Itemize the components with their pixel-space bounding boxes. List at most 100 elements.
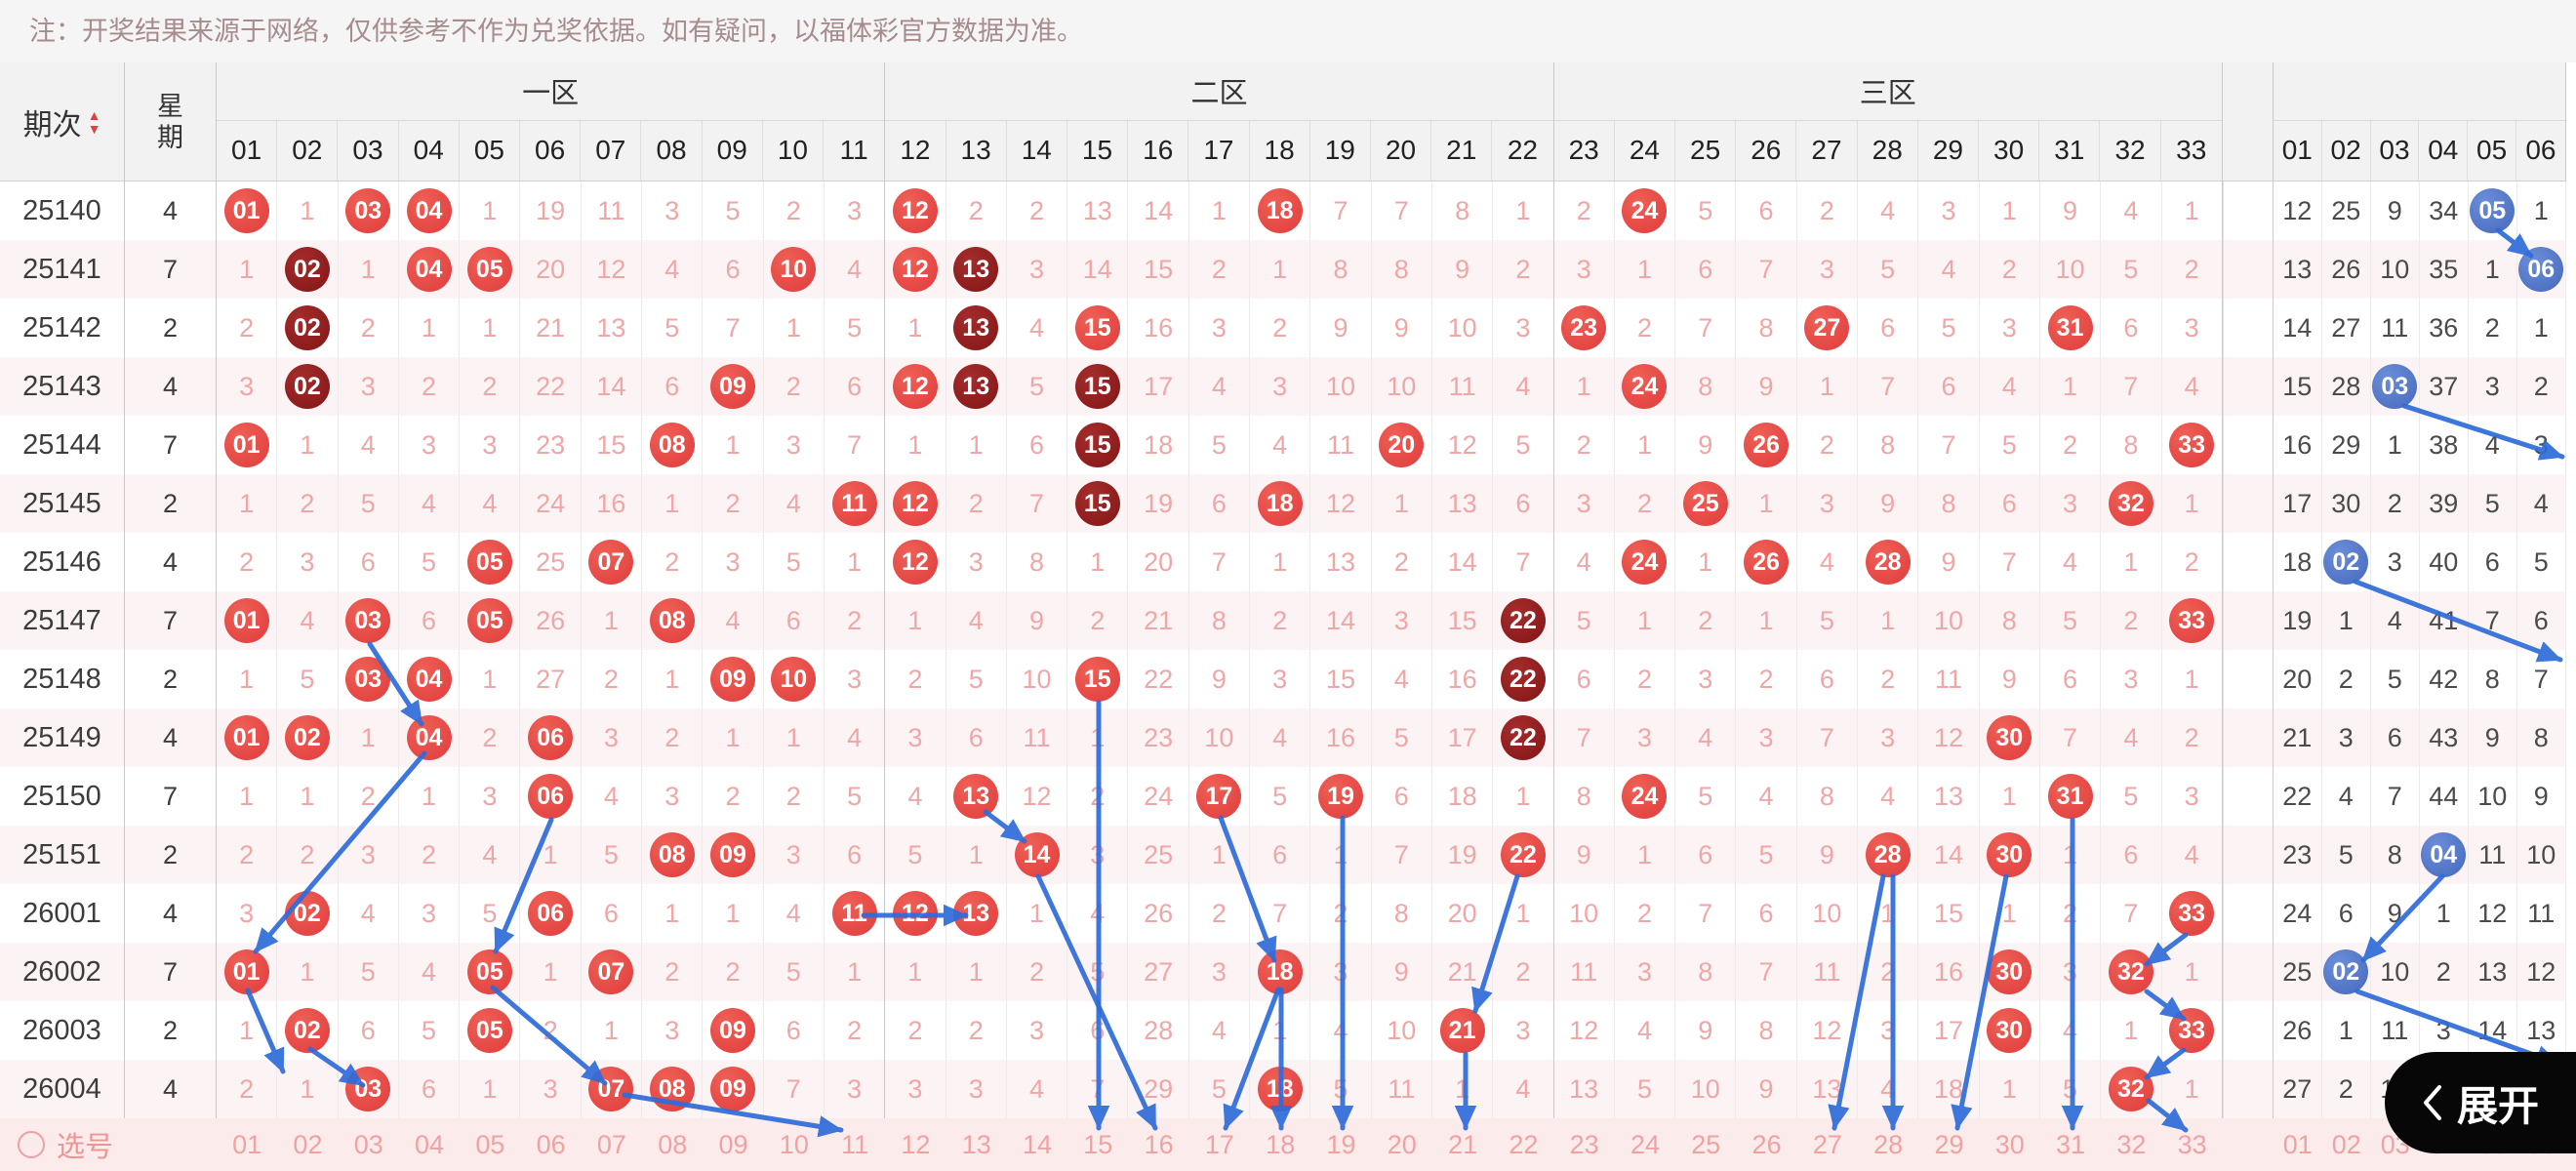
trend-cell: 3 [2040,943,2102,1001]
miss-count: 2 [482,371,498,401]
miss-count: 7 [1941,429,1956,460]
trend-cell: 43 [2420,708,2469,767]
select-number-05[interactable]: 05 [475,1129,505,1159]
trend-cell: 7 [1736,240,1797,299]
ball-05: 05 [466,540,512,585]
miss-count: 6 [1758,195,1774,225]
select-number-28[interactable]: 28 [1873,1129,1904,1159]
trend-cell: 5 [2040,591,2102,650]
select-number-10[interactable]: 10 [779,1129,809,1159]
select-number-24[interactable]: 24 [1630,1129,1660,1159]
trend-cell: 3 [460,767,521,826]
sort-icons[interactable]: ▲ ▼ [88,108,101,136]
trend-cell: 07 [582,533,643,591]
select-number-09[interactable]: 09 [718,1129,748,1159]
trend-cell: 9 [1554,826,1615,884]
select-number-06[interactable]: 06 [536,1129,566,1159]
trend-cell: 1 [217,767,278,826]
miss-count: 9 [1028,605,1045,635]
select-row-left[interactable]: 选号 [0,1118,217,1171]
miss-count: 5 [847,312,863,343]
select-numbers: 01 02 03 04 05 06 07 08 09 10 11 12 13 14 15 16 17 18 19 20… [217,1118,2576,1171]
zone-number-headers: 12 13 14 15 16 17 18 19 20 21 22 [885,120,1552,181]
miss-count: 2 [1819,429,1834,460]
trend-cell: 1 [1007,884,1068,943]
miss-count: 8 [1393,898,1409,928]
trend-cell: 7 [2101,357,2162,416]
trend-cell: 3 [2322,708,2371,767]
select-number-31[interactable]: 31 [2056,1129,2086,1159]
miss-count: 3 [664,1015,680,1045]
trend-cell: 3 [642,767,704,826]
select-number-33[interactable]: 33 [2177,1129,2207,1159]
select-number-14[interactable]: 14 [1022,1129,1053,1159]
miss-count: 1 [1333,839,1348,869]
select-number-25[interactable]: 25 [1691,1129,1721,1159]
miss-count: 1 [968,839,984,869]
miss-count: 3 [239,898,255,928]
ball-13: 13 [953,891,999,936]
select-number-18[interactable]: 18 [1266,1129,1296,1159]
trend-cell: 8 [2517,708,2566,767]
trend-cell: 5 [2371,650,2420,708]
ball-20: 20 [1379,423,1425,467]
select-number-12[interactable]: 12 [901,1129,931,1159]
miss-count: 8 [1333,254,1348,284]
select-number-32[interactable]: 32 [2116,1129,2147,1159]
trend-cell: 9 [1310,299,1372,357]
miss-count: 2 [664,956,680,987]
select-number-22[interactable]: 22 [1509,1129,1539,1159]
select-number-17[interactable]: 17 [1204,1129,1234,1159]
miss-count: 3 [968,1073,984,1104]
period-cell: 25147 [0,591,125,650]
select-number-04[interactable]: 04 [415,1129,445,1159]
select-radio-icon[interactable] [18,1131,45,1158]
select-label[interactable]: 选号 [57,1132,114,1163]
expand-button[interactable]: 展开 [2385,1052,2576,1153]
select-number-13[interactable]: 13 [961,1129,991,1159]
select-blue-number-02[interactable]: 02 [2331,1129,2361,1159]
trend-cell: 6 [1736,182,1797,240]
ball-26: 26 [1744,423,1790,467]
miss-count: 4 [1028,1073,1045,1104]
trend-cell: 3 [885,1060,946,1118]
select-number-03[interactable]: 03 [353,1129,383,1159]
ball-03: 03 [345,1067,391,1111]
select-number-26[interactable]: 26 [1751,1129,1782,1159]
select-number-27[interactable]: 27 [1812,1129,1842,1159]
select-number-16[interactable]: 16 [1144,1129,1174,1159]
miss-count: 6 [422,605,437,635]
sort-asc-icon[interactable]: ▲ [87,106,101,123]
sort-desc-icon[interactable]: ▼ [87,120,101,137]
miss-count: 3 [2484,371,2500,401]
select-number-08[interactable]: 08 [658,1129,688,1159]
select-blue-number-01[interactable]: 01 [2282,1129,2313,1159]
trend-cell: 7 [2517,650,2566,708]
select-number-20[interactable]: 20 [1387,1129,1417,1159]
trend-cell: 3 [399,884,461,943]
miss-count: 6 [1880,312,1896,343]
select-number-19[interactable]: 19 [1326,1129,1356,1159]
trend-cell: 2 [885,1001,946,1060]
trend-cell: 1 [642,474,704,533]
select-number-02[interactable]: 02 [293,1129,323,1159]
select-number-01[interactable]: 01 [232,1129,262,1159]
select-number-15[interactable]: 15 [1083,1129,1113,1159]
trend-cell: 28 [2322,357,2371,416]
period-sort-header[interactable]: 期次 ▲ ▼ [0,62,125,182]
select-number-21[interactable]: 21 [1448,1129,1478,1159]
select-number-29[interactable]: 29 [1934,1129,1964,1159]
trend-cell: 3 [1797,240,1859,299]
trend-cell: 5 [339,943,399,1001]
trend-cell: 1 [1189,182,1251,240]
trend-cell: 19 [1128,474,1189,533]
ball-30: 30 [1987,832,2033,877]
trend-cell: 24 [1615,767,1676,826]
select-number-11[interactable]: 11 [841,1129,869,1159]
column-header-31: 31 [2039,120,2101,181]
select-number-30[interactable]: 30 [1994,1129,2025,1159]
select-number-23[interactable]: 23 [1569,1129,1599,1159]
miss-count: 9 [1211,664,1227,694]
select-number-07[interactable]: 07 [596,1129,626,1159]
trend-cell: 1 [1189,826,1251,884]
